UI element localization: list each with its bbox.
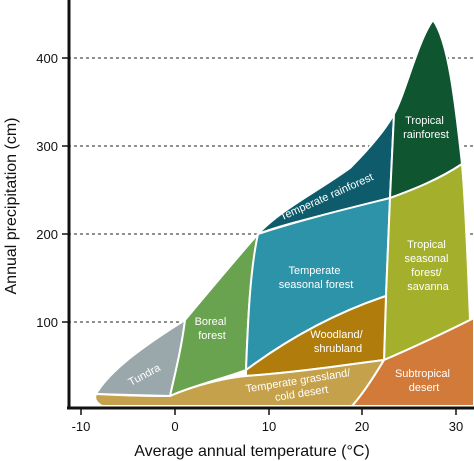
label-boreal-forest: Boreal forest bbox=[195, 316, 230, 342]
label-woodland-shrubland: Woodland/ shrubland bbox=[310, 329, 365, 355]
label-temperate-seasonal-forest: Temperate seasonal forest bbox=[279, 265, 354, 291]
region-boreal-forest bbox=[169, 233, 259, 397]
y-axis-title: Annual precipitation (cm) bbox=[3, 118, 20, 295]
y-tick-label-200: 200 bbox=[36, 227, 58, 242]
region-temperate-grassland bbox=[94, 359, 385, 407]
x-tick-label-30: 30 bbox=[449, 419, 463, 434]
x-tick-label-0: 0 bbox=[171, 419, 178, 434]
x-ticks: -10 0 10 20 30 bbox=[72, 408, 463, 434]
label-tropical-rainforest: Tropical rainforest bbox=[403, 115, 449, 141]
biome-regions bbox=[94, 19, 474, 407]
y-tick-label-300: 300 bbox=[36, 139, 58, 154]
x-tick-label-20: 20 bbox=[355, 419, 369, 434]
label-tropical-seasonal-forest: Tropical seasonal forest/ savanna bbox=[404, 239, 451, 293]
region-subtropical-desert bbox=[351, 317, 474, 407]
x-axis-title: Average annual temperature (°C) bbox=[134, 443, 370, 460]
y-tick-label-100: 100 bbox=[36, 315, 58, 330]
axes bbox=[67, 0, 474, 410]
x-tick-label-neg10: -10 bbox=[72, 419, 91, 434]
label-subtropical-desert: Subtropical desert bbox=[395, 368, 453, 394]
y-ticks: 400 300 200 100 bbox=[36, 51, 69, 330]
y-tick-label-400: 400 bbox=[36, 51, 58, 66]
x-tick-label-10: 10 bbox=[262, 419, 276, 434]
